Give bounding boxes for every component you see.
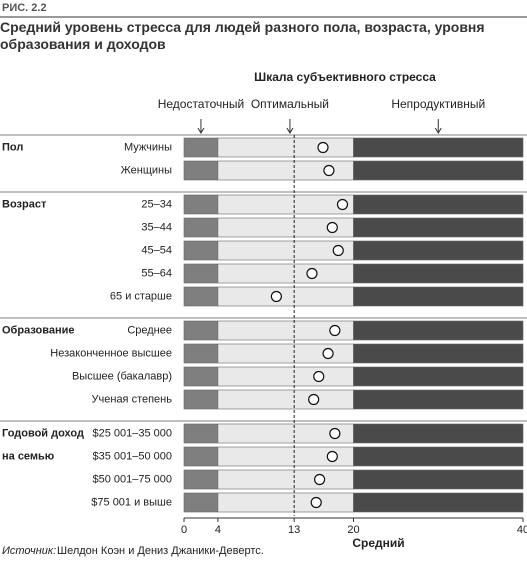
category-label: Женщины <box>121 164 172 176</box>
dot <box>310 496 322 509</box>
dot <box>306 267 318 280</box>
zone-band <box>353 240 524 261</box>
category-label: 65 и старше <box>110 290 172 302</box>
zone-band <box>217 366 354 387</box>
zone-band <box>183 194 219 215</box>
dot <box>329 427 341 440</box>
dot <box>332 244 344 257</box>
figure-label: РИС. 2.2 <box>2 2 47 14</box>
zone-band <box>217 263 354 284</box>
category-label: $50 001–75 000 <box>92 473 172 485</box>
zone-band <box>353 263 524 284</box>
x-axis-label: Средний <box>352 536 404 550</box>
zone-arrowhead <box>286 127 294 134</box>
zone-label: Оптимальный <box>251 97 329 111</box>
category-label: 35–44 <box>141 221 172 233</box>
zone-band <box>183 469 219 490</box>
zone-band <box>183 286 219 307</box>
zone-band <box>183 366 219 387</box>
x-tick-label: 40 <box>517 524 527 536</box>
zone-arrowhead <box>197 127 205 134</box>
group-label: Возраст <box>2 198 47 210</box>
chart-title: Средний уровень стресса для людей разног… <box>0 19 485 52</box>
zone-band <box>183 446 219 467</box>
zone-band <box>353 217 524 238</box>
zone-label: Недостаточный <box>158 97 245 111</box>
zone-band <box>353 194 524 215</box>
zone-band <box>183 492 219 513</box>
dot <box>313 370 325 383</box>
zone-band <box>217 469 354 490</box>
zone-band <box>353 389 524 410</box>
zone-band <box>183 263 219 284</box>
group-label: Годовой доход <box>2 427 84 439</box>
zone-band <box>217 194 354 215</box>
category-label: Ученая степень <box>92 393 173 405</box>
zone-band <box>353 469 524 490</box>
category-label: $25 001–35 000 <box>92 427 172 439</box>
scale-title: Шкала субъективного стресса <box>254 70 436 84</box>
zone-band <box>353 137 524 158</box>
zone-band <box>217 492 354 513</box>
dot <box>314 473 326 486</box>
category-label: Высшее (бакалавр) <box>72 370 172 382</box>
category-label: Мужчины <box>124 141 172 153</box>
zone-band <box>217 389 354 410</box>
zone-band <box>183 389 219 410</box>
zone-band <box>183 343 219 364</box>
zone-arrowhead <box>434 127 442 134</box>
zone-band <box>217 286 354 307</box>
zone-band <box>183 160 219 181</box>
category-label: Среднее <box>127 324 172 336</box>
zone-band <box>353 320 524 341</box>
category-label: 25–34 <box>141 198 172 210</box>
dot <box>329 324 341 337</box>
zone-band <box>183 320 219 341</box>
source: Шелдон Коэн и Дениз Джаники-Девертс. <box>57 545 264 557</box>
zone-label: Непродуктивный <box>391 97 485 111</box>
x-tick-label: 0 <box>181 524 187 536</box>
zone-band <box>353 492 524 513</box>
dot <box>323 164 335 177</box>
title-box: Средний уровень стресса для людей разног… <box>0 19 485 52</box>
dot <box>322 347 334 360</box>
group-label: на семью <box>2 450 54 462</box>
zone-band <box>353 446 524 467</box>
dot <box>270 290 282 303</box>
dot <box>326 221 338 234</box>
zone-band <box>353 343 524 364</box>
x-tick-label: 4 <box>215 524 221 536</box>
category-label: 45–54 <box>141 244 172 256</box>
zone-band <box>183 137 219 158</box>
source-prefix: Источник: <box>2 545 56 557</box>
category-label: $75 001 и выше <box>91 496 172 508</box>
dot <box>336 198 349 211</box>
zone-band <box>217 137 354 158</box>
zone-band <box>353 366 524 387</box>
category-label: 55–64 <box>141 267 172 279</box>
zone-band <box>183 240 219 261</box>
category-label: Незаконченное высшее <box>50 347 172 359</box>
zone-band <box>183 217 219 238</box>
zone-band <box>353 160 524 181</box>
zone-band <box>183 423 219 444</box>
zone-band <box>353 423 524 444</box>
x-tick-label: 20 <box>347 524 359 536</box>
x-tick-label: 13 <box>288 524 300 536</box>
dot <box>308 393 320 406</box>
dot <box>317 141 329 154</box>
group-label: Образование <box>2 324 75 336</box>
group-label: Пол <box>2 141 23 153</box>
category-label: $35 001–50 000 <box>92 450 172 462</box>
dot <box>326 450 338 463</box>
zone-band <box>353 286 524 307</box>
